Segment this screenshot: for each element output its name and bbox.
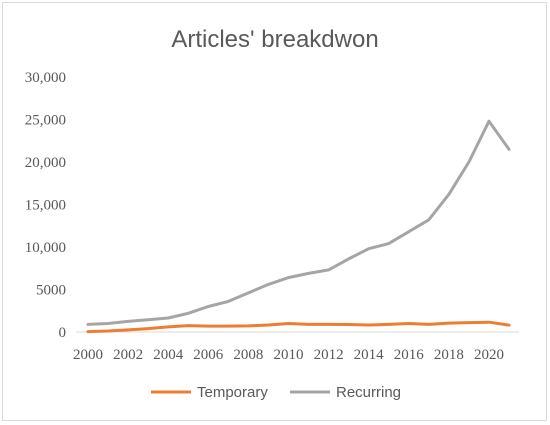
series-line-recurring — [86, 119, 511, 326]
x-tick-label: 2016 — [394, 347, 425, 363]
y-tick-label: 20,000 — [25, 155, 66, 171]
x-tick-label: 2014 — [354, 347, 385, 363]
legend: Temporary Recurring — [151, 384, 401, 401]
series-line-temporary — [86, 320, 511, 334]
x-tick-label: 2004 — [153, 347, 184, 363]
chart-frame — [2, 2, 547, 421]
x-tick-label: 2012 — [314, 347, 344, 363]
y-tick-label: 30,000 — [25, 70, 66, 86]
legend-label: Temporary — [197, 384, 268, 401]
x-tick-label: 2000 — [73, 347, 103, 363]
x-tick-label: 2006 — [193, 347, 224, 363]
chart-title: Articles' breakdwon — [171, 26, 378, 53]
x-tick-label: 2018 — [434, 347, 464, 363]
x-tick-label: 2020 — [474, 347, 504, 363]
y-tick-label: 0 — [59, 325, 67, 341]
x-axis: 2000 2002 2004 2006 2008 2010 2012 2014 2016 2018… — [73, 347, 504, 363]
legend-item: Temporary — [151, 384, 268, 401]
y-tick-label: 10,000 — [25, 240, 66, 256]
x-tick-label: 2008 — [233, 347, 263, 363]
legend-label: Recurring — [336, 384, 401, 401]
legend-item: Recurring — [290, 384, 401, 401]
y-tick-label: 5000 — [36, 283, 66, 299]
y-axis: 0 5000 10,000 15,000 20,000 25,000 30,000 — [25, 70, 66, 341]
x-tick-label: 2002 — [113, 347, 143, 363]
x-tick-label: 2010 — [273, 347, 303, 363]
series-layer — [86, 119, 511, 334]
y-tick-label: 25,000 — [25, 113, 66, 129]
y-tick-label: 15,000 — [25, 198, 66, 214]
